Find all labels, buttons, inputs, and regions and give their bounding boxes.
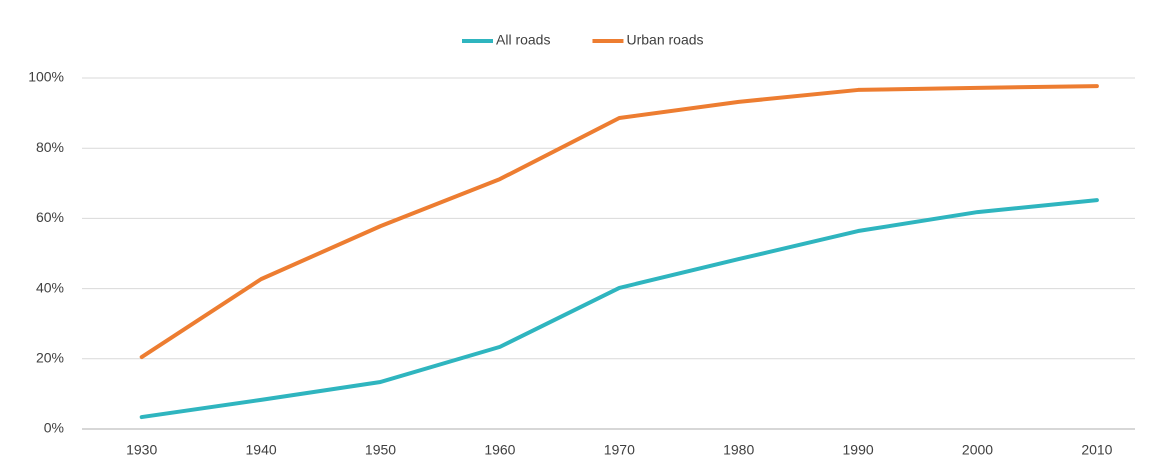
x-tick-label: 1940	[246, 442, 277, 458]
y-tick-label: 60%	[36, 209, 64, 225]
x-tick-label: 1930	[126, 442, 157, 458]
series-line	[139, 84, 1099, 360]
x-tick-label: 1970	[604, 442, 635, 458]
y-tick-label: 40%	[36, 279, 64, 295]
x-tick-label: 1990	[843, 442, 874, 458]
legend-label: Urban roads	[626, 32, 703, 48]
y-tick-label: 20%	[36, 350, 64, 366]
x-tick-label: 2000	[962, 442, 993, 458]
y-tick-label: 100%	[28, 69, 64, 85]
x-tick-label: 1980	[723, 442, 754, 458]
x-tick-label: 2010	[1081, 442, 1112, 458]
y-tick-label: 80%	[36, 139, 64, 155]
series-line	[139, 198, 1099, 420]
x-tick-label: 1960	[484, 442, 515, 458]
x-tick-label: 1950	[365, 442, 396, 458]
legend-label: All roads	[496, 32, 550, 48]
y-tick-label: 0%	[44, 420, 64, 436]
